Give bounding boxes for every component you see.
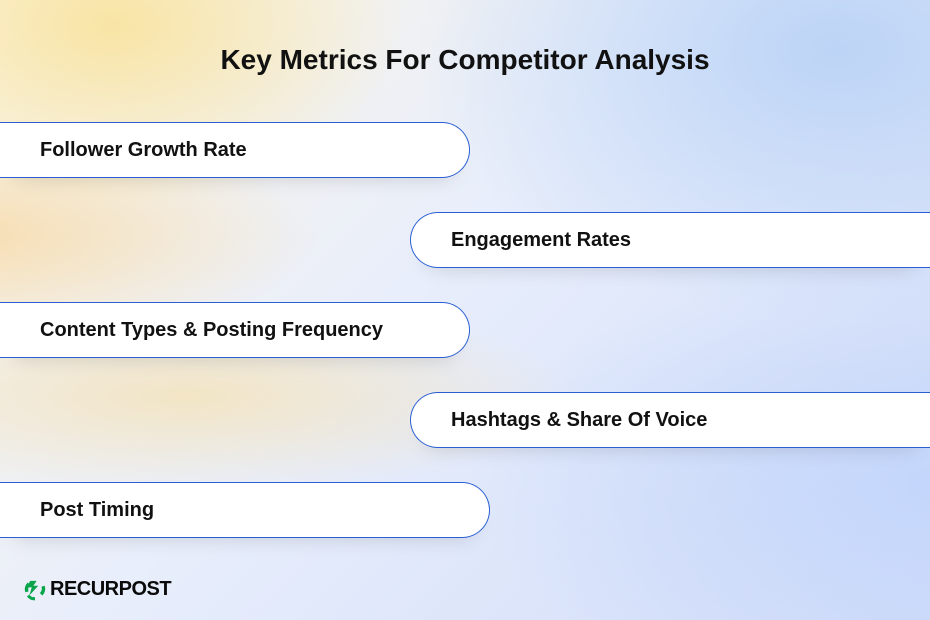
metric-pill-label: Hashtags & Share Of Voice	[451, 409, 707, 432]
metric-pill: Post Timing	[0, 482, 490, 538]
metric-pill: Hashtags & Share Of Voice	[410, 392, 930, 448]
metric-pill: Follower Growth Rate	[0, 122, 470, 178]
recycle-icon	[22, 576, 48, 602]
brand-logo-text: RECURPOST	[50, 578, 171, 601]
infographic-title: Key Metrics For Competitor Analysis	[0, 44, 930, 76]
metric-pill: Engagement Rates	[410, 212, 930, 268]
metric-pill-label: Engagement Rates	[451, 229, 631, 252]
metric-pill-label: Content Types & Posting Frequency	[40, 319, 383, 342]
metric-pill: Content Types & Posting Frequency	[0, 302, 470, 358]
metric-pill-label: Follower Growth Rate	[40, 139, 247, 162]
brand-logo: RECURPOST	[22, 576, 171, 602]
metric-pill-label: Post Timing	[40, 499, 154, 522]
infographic-canvas: Key Metrics For Competitor Analysis Foll…	[0, 0, 930, 620]
